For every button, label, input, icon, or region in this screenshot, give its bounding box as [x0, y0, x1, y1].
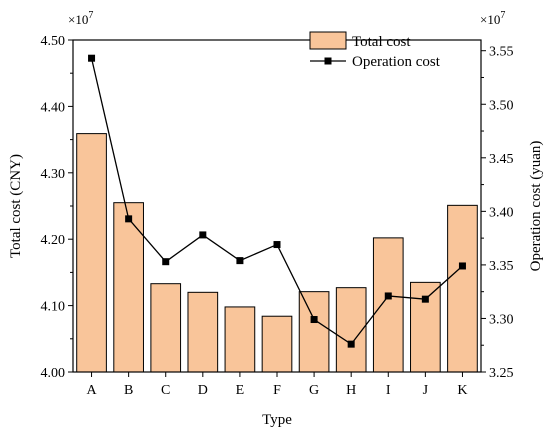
legend-marker-operation-cost [324, 57, 332, 65]
right-tick-label: 3.25 [489, 366, 514, 381]
x-axis: A B C D E F G H I J K [86, 372, 468, 398]
bar-c [150, 283, 182, 373]
bar-f [261, 315, 293, 373]
left-tick-label: 4.20 [41, 233, 66, 248]
x-tick-label-e: E [236, 383, 245, 398]
right-tick-label: 3.50 [489, 98, 514, 113]
point-d [199, 231, 207, 239]
right-axis: 3.25 3.30 3.35 3.40 3.45 3.50 3.55 [481, 45, 514, 381]
left-tick-label: 4.00 [41, 366, 66, 381]
x-tick-label-g: G [309, 383, 319, 398]
bar-a [76, 133, 107, 373]
x-tick-label-c: C [161, 383, 170, 398]
point-e [236, 257, 244, 265]
bar-g [298, 291, 330, 373]
left-axis-multiplier: ×107 [68, 10, 93, 27]
x-tick-label-f: F [273, 383, 281, 398]
right-axis-title: Operation cost (yuan) [528, 141, 544, 272]
x-axis-title: Type [262, 412, 292, 428]
point-i [384, 292, 392, 300]
x-tick-label-i: I [386, 383, 391, 398]
bar-h [335, 287, 367, 373]
right-tick-label: 3.40 [489, 205, 514, 220]
point-j [421, 295, 429, 303]
right-tick-label: 3.55 [489, 45, 514, 60]
operation-cost-line [90, 58, 463, 346]
x-tick-label-d: D [198, 383, 208, 398]
right-tick-label: 3.35 [489, 259, 514, 274]
left-tick-label: 4.10 [41, 300, 66, 315]
left-tick-label: 4.40 [41, 100, 66, 115]
left-axis-title: Total cost (CNY) [8, 154, 24, 258]
point-k [458, 262, 466, 270]
right-tick-label: 3.30 [489, 312, 514, 327]
bar-e [224, 306, 256, 373]
point-f [273, 241, 281, 249]
point-g [310, 316, 318, 324]
bar-d [187, 291, 219, 373]
point-h [347, 340, 355, 348]
line-series [88, 54, 466, 348]
right-axis-multiplier: ×107 [480, 10, 505, 27]
x-tick-label-a: A [86, 383, 97, 398]
x-tick-label-b: B [124, 383, 133, 398]
left-tick-label: 4.30 [41, 167, 66, 182]
x-tick-label-j: J [423, 383, 429, 398]
point-b [125, 215, 133, 223]
bar-series [76, 133, 478, 373]
point-c [162, 258, 170, 266]
left-tick-label: 4.50 [41, 34, 66, 49]
bar-k [447, 204, 478, 373]
bar-b [113, 202, 144, 373]
legend-swatch-total-cost [309, 31, 347, 50]
legend-label-total-cost: Total cost [352, 34, 411, 50]
x-tick-label-k: K [457, 383, 467, 398]
bar-i [372, 237, 404, 373]
legend-label-operation-cost: Operation cost [352, 54, 441, 70]
right-tick-label: 3.45 [489, 152, 514, 167]
left-axis: 4.00 4.10 4.20 4.30 4.40 4.50 [41, 34, 73, 381]
legend: Total cost Operation cost [309, 31, 441, 70]
x-tick-label-h: H [346, 383, 356, 398]
point-a [88, 54, 96, 62]
